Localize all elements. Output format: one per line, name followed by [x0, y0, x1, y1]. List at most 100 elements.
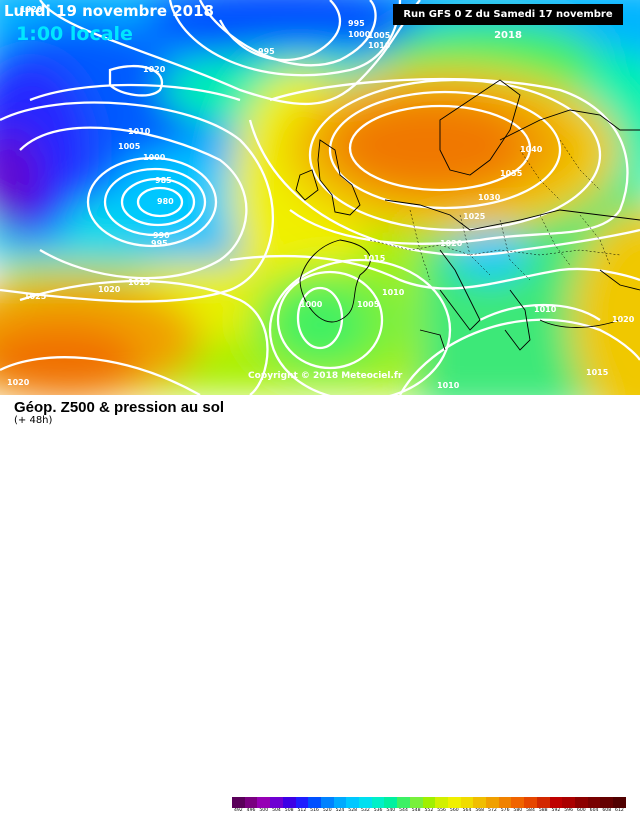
legend-swatch: [308, 797, 321, 808]
legend-label: 560: [449, 808, 459, 813]
legend-label: 564: [462, 808, 472, 813]
legend-swatch: [346, 797, 360, 808]
isobar-label: 1000: [300, 300, 323, 309]
isobar-label: 1015: [363, 254, 386, 263]
color-legend: 492 496 500 504 508 512 516 520 524 528 532 536 540 5…: [232, 797, 626, 817]
legend-swatch: [371, 797, 385, 808]
legend-swatch: [359, 797, 372, 808]
legend-swatches: [232, 797, 626, 808]
legend-label: 556: [437, 808, 446, 813]
legend-label: 588: [538, 808, 548, 813]
country-borders: [369, 139, 621, 281]
isobar-label: 1005: [118, 142, 141, 151]
isobar-label: 1005: [357, 300, 380, 309]
legend-label: 516: [310, 808, 319, 813]
legend-label: 520: [322, 808, 332, 813]
forecast-offset: (+ 48h): [14, 415, 53, 426]
legend-swatch: [333, 797, 347, 808]
legend-label: 612: [615, 808, 624, 813]
forecast-time: 1:00 locale: [16, 23, 133, 45]
legend-label: 504: [272, 808, 281, 813]
legend-label: 524: [335, 808, 345, 813]
legend-swatch: [447, 797, 461, 808]
legend-label: 596: [564, 808, 574, 813]
legend-label: 532: [360, 808, 370, 813]
isobar-label: 1020: [612, 315, 635, 324]
legend-labels: 492 496 500 504 508 512 516 520 524 528 532 536 540 5…: [232, 808, 626, 813]
legend-label: 568: [475, 808, 485, 813]
isobar-label: 1035: [500, 169, 523, 178]
isobar-label: 1030: [478, 193, 501, 202]
legend-label: 528: [348, 808, 358, 813]
isobar-label: 1040: [520, 145, 543, 154]
isobar-label: 1020: [98, 285, 121, 294]
isobar-labels: 995 1000 1005 1010 1020 995 1010 1005 10…: [7, 5, 635, 390]
isobar-label: 1010: [368, 41, 391, 50]
legend-swatch: [384, 797, 398, 808]
legend-label: 540: [386, 808, 396, 813]
isobar-label: 1025: [24, 292, 47, 301]
isobar-label: 1000: [348, 30, 371, 39]
isobar-label: 1010: [382, 288, 405, 297]
weather-map: 995 1000 1005 1010 1020 995 1010 1005 10…: [0, 0, 640, 395]
legend-swatch: [460, 797, 474, 808]
legend-label: 508: [284, 808, 294, 813]
legend-swatch: [232, 797, 245, 808]
isobar-label: 1020: [20, 5, 43, 14]
isobar-label: 1015: [128, 278, 151, 287]
isobar-label: 1020: [7, 378, 30, 387]
legend-label: 584: [526, 808, 535, 813]
isobar-label: 1015: [586, 368, 609, 377]
legend-label: 576: [500, 808, 510, 813]
isobar-label: 985: [155, 176, 172, 185]
legend-swatch: [600, 797, 614, 808]
legend-label: 572: [488, 808, 497, 813]
legend-label: 600: [576, 808, 586, 813]
legend-label: 536: [373, 808, 383, 813]
copyright: Copyright © 2018 Meteociel.fr: [248, 371, 403, 381]
legend-swatch: [511, 797, 525, 808]
legend-label: 580: [513, 808, 523, 813]
legend-swatch: [524, 797, 537, 808]
legend-label: 544: [399, 808, 408, 813]
legend-swatch: [536, 797, 550, 808]
footer: Géop. Z500 & pression au sol (+ 48h) 492…: [0, 395, 640, 813]
legend-swatch: [435, 797, 448, 808]
legend-swatch: [562, 797, 575, 808]
legend-label: 500: [259, 808, 269, 813]
coastlines: [295, 79, 640, 351]
legend-label: 548: [411, 808, 421, 813]
legend-swatch: [270, 797, 283, 808]
legend-label: 492: [233, 808, 243, 813]
legend-label: 592: [551, 808, 561, 813]
legend-swatch: [257, 797, 271, 808]
run-info: Run GFS 0 Z du Samedi 17 novembre 2018: [393, 4, 623, 41]
map-title: Géop. Z500 & pression au sol: [14, 399, 225, 416]
isobar-label: 1005: [368, 31, 391, 40]
map-canvas: 995 1000 1005 1010 1020 995 1010 1005 10…: [0, 0, 640, 395]
legend-swatch: [498, 797, 512, 808]
legend-swatch: [244, 797, 258, 808]
isobar-label: 1010: [128, 127, 151, 136]
legend-swatch: [574, 797, 588, 808]
legend-swatch: [397, 797, 410, 808]
isobar-label: 995: [348, 19, 365, 28]
isobar-label: 1010: [534, 305, 557, 314]
legend-swatch: [295, 797, 309, 808]
legend-swatch: [422, 797, 436, 808]
isobar-label: 990: [153, 231, 170, 240]
isobar-lines: [0, 0, 640, 395]
forecast-date: Lundi 19 novembre 2018: [4, 2, 214, 20]
legend-swatch: [473, 797, 487, 808]
legend-swatch: [282, 797, 296, 808]
legend-label: 604: [589, 808, 599, 813]
legend-label: 552: [424, 808, 434, 813]
isobar-label: 1010: [437, 381, 460, 390]
isobar-label: 1020: [143, 65, 166, 74]
legend-label: 512: [297, 808, 307, 813]
legend-swatch: [549, 797, 563, 808]
isobar-label: 995: [151, 239, 168, 248]
legend-label: 608: [602, 808, 612, 813]
legend-swatch: [613, 797, 626, 808]
isobar-label: 980: [157, 197, 174, 206]
